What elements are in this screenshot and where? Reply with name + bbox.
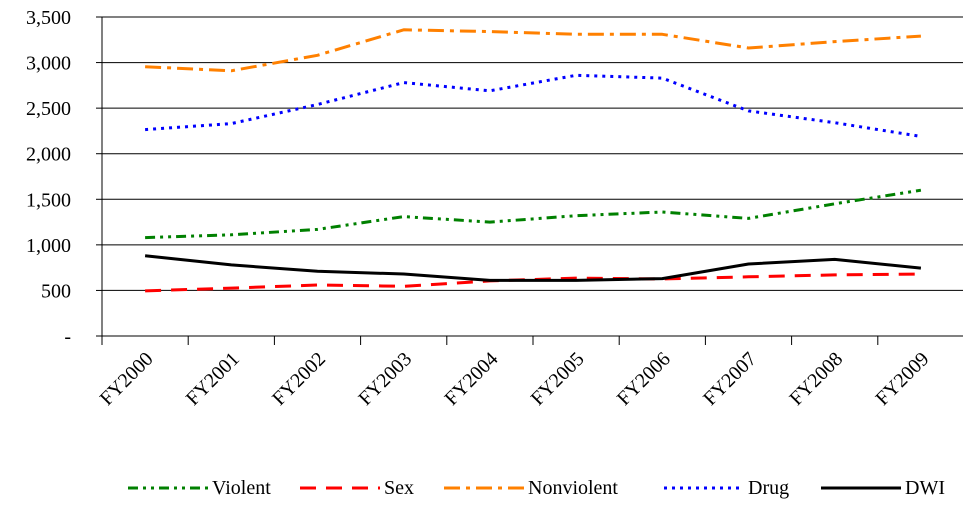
series-line-dwi <box>144 254 922 282</box>
axes <box>96 16 963 345</box>
series-line-nonviolent <box>145 28 921 73</box>
series-line-violent <box>145 188 922 240</box>
x-tick-labels: FY2000 FY2001 FY2002 FY2003 FY2004 FY2005 FY20… <box>96 348 934 410</box>
x-tick-label: FY2009 <box>872 348 934 410</box>
x-tick-label: FY2005 <box>527 348 589 410</box>
legend-label-dwi: DWI <box>905 477 945 499</box>
x-tick-label: FY2006 <box>613 348 675 410</box>
y-tick-label: 1,000 <box>26 235 71 257</box>
grid-lines <box>102 16 963 291</box>
legend-label-nonviolent: Nonviolent <box>528 477 618 499</box>
y-tick-label: 3,500 <box>26 7 71 29</box>
x-tick-label: FY2001 <box>182 348 244 410</box>
y-tick-label: 1,500 <box>26 189 71 211</box>
x-tick-label: FY2008 <box>785 348 847 410</box>
x-tick-label: FY2003 <box>354 348 416 410</box>
y-tick-label: 2,500 <box>26 98 71 120</box>
x-tick-label: FY2007 <box>699 348 761 410</box>
x-tick-label: FY2004 <box>441 348 503 410</box>
legend-label-sex: Sex <box>384 477 414 499</box>
series-line-sex <box>145 272 921 293</box>
x-tick-label: FY2000 <box>96 348 158 410</box>
x-tick-label: FY2002 <box>268 348 330 410</box>
legend-label-violent: Violent <box>212 477 271 499</box>
legend: Violent Sex Nonviolent Drug DWI <box>128 477 945 499</box>
y-tick-labels: - 500 1,000 1,500 2,000 2,500 3,000 3,500 <box>26 7 71 348</box>
y-tick-label: - <box>64 326 71 348</box>
series-line-drug <box>144 73 922 138</box>
legend-label-drug: Drug <box>748 477 789 499</box>
y-tick-label: 3,000 <box>26 53 71 75</box>
y-tick-label: 2,000 <box>26 144 71 166</box>
y-tick-label: 500 <box>41 280 71 302</box>
series-lines <box>144 28 922 293</box>
